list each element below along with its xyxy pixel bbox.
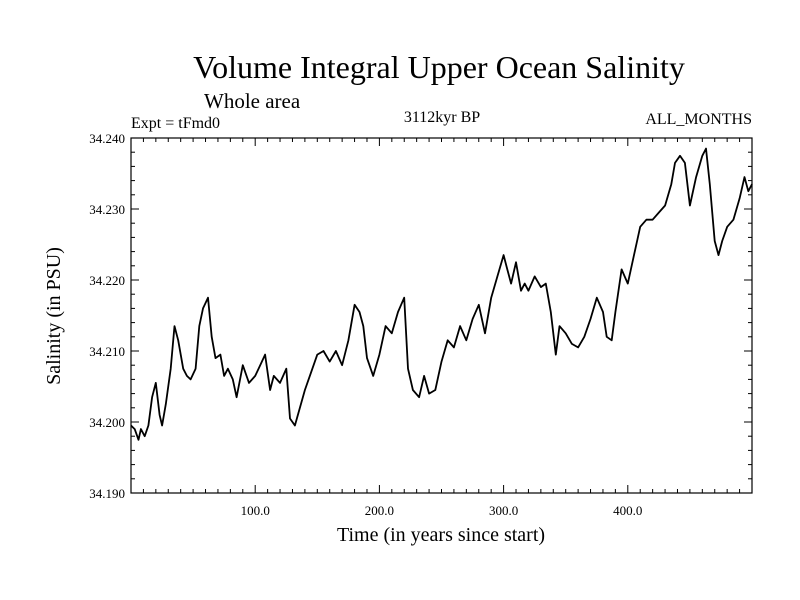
x-tick-label: 300.0: [489, 503, 518, 518]
y-tick-label: 34.190: [89, 486, 125, 501]
y-tick-label: 34.200: [89, 415, 125, 430]
y-tick-label: 34.240: [89, 131, 125, 146]
series-layer: [130, 147, 753, 441]
y-tick-label: 34.230: [89, 202, 125, 217]
x-axis-ticks: 100.0 200.0 300.0 400.0: [142, 138, 741, 518]
period-label: 3112kyr BP: [404, 109, 480, 126]
y-tick-label: 34.220: [89, 273, 125, 288]
series-line-salinity: [130, 147, 753, 441]
experiment-label: Expt = tFmd0: [131, 115, 220, 132]
x-tick-label: 100.0: [241, 503, 270, 518]
y-axis-label: Salinity (in PSU): [43, 247, 65, 385]
chart-title: Volume Integral Upper Ocean Salinity: [193, 49, 685, 85]
y-tick-label: 34.210: [89, 344, 125, 359]
months-label: ALL_MONTHS: [645, 111, 752, 128]
x-tick-label: 200.0: [365, 503, 394, 518]
plot-frame: [130, 137, 753, 494]
chart-subtitle: Whole area: [204, 89, 301, 113]
y-axis-ticks: 34.190 34.200 34.210 34.220 34.230 34.240: [89, 131, 752, 501]
x-axis-label: Time (in years since start): [337, 524, 545, 546]
x-tick-label: 400.0: [613, 503, 642, 518]
